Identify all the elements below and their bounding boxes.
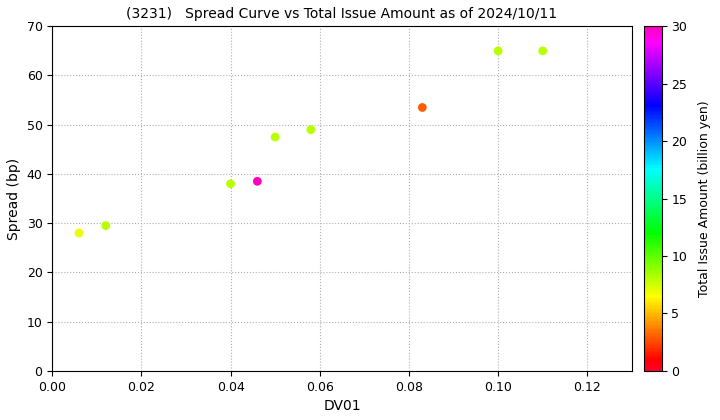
Point [417,104,428,111]
Point [537,47,549,54]
Y-axis label: Total Issue Amount (billion yen): Total Issue Amount (billion yen) [698,100,711,297]
Point [100,222,112,229]
Point [251,178,263,185]
Point [492,47,504,54]
Point [305,126,317,133]
Point [269,134,281,140]
Point [225,181,236,187]
X-axis label: DV01: DV01 [323,399,361,413]
Point [73,230,85,236]
Title: (3231)   Spread Curve vs Total Issue Amount as of 2024/10/11: (3231) Spread Curve vs Total Issue Amoun… [127,7,557,21]
Y-axis label: Spread (bp): Spread (bp) [7,158,21,239]
